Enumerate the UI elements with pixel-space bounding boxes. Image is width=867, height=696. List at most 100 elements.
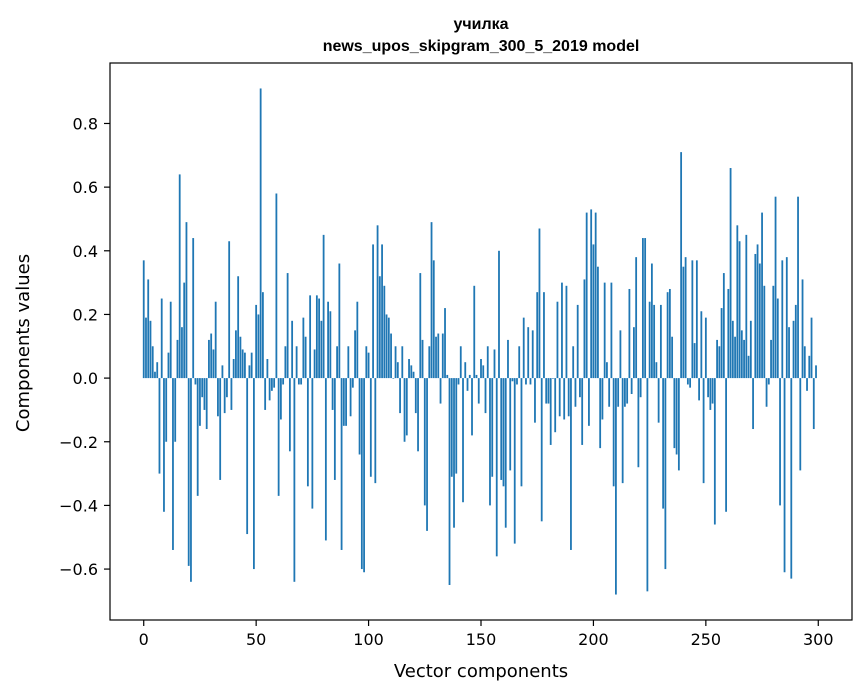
y-tick-label: 0.0: [73, 369, 98, 388]
bar-92: [349, 378, 352, 417]
bar-79: [320, 320, 323, 379]
bar-125: [423, 378, 426, 506]
bar-34: [219, 378, 222, 480]
bar-232: [664, 378, 667, 570]
bar-243: [689, 378, 692, 388]
bar-168: [520, 378, 523, 487]
bar-174: [534, 378, 536, 423]
bar-39: [230, 378, 233, 410]
bar-50: [255, 304, 258, 379]
bar-280: [772, 285, 775, 379]
bar-268: [745, 234, 748, 379]
bar-169: [522, 317, 525, 379]
x-tick-label: 200: [578, 630, 609, 649]
x-axis-label: Vector components: [394, 661, 568, 682]
bar-94: [354, 330, 356, 379]
bar-173: [531, 330, 534, 379]
bar-24: [196, 378, 199, 496]
bar-298: [812, 378, 815, 430]
bar-141: [459, 346, 462, 379]
bar-274: [758, 263, 761, 379]
bar-105: [378, 276, 381, 379]
y-tick-label: 0.6: [73, 178, 98, 197]
bar-119: [410, 365, 413, 379]
bar-259: [725, 378, 727, 512]
bar-2: [147, 279, 150, 379]
bar-85: [333, 378, 336, 480]
bar-240: [682, 266, 685, 379]
bar-269: [747, 355, 750, 379]
bar-275: [761, 212, 763, 379]
bar-292: [799, 378, 802, 471]
bar-159: [500, 378, 503, 480]
bar-180: [547, 378, 550, 404]
bar-114: [399, 378, 401, 414]
bar-162: [507, 339, 509, 379]
bar-161: [504, 378, 507, 528]
bar-272: [754, 253, 757, 379]
bar-193: [576, 304, 579, 379]
bar-81: [324, 378, 327, 541]
bar-138: [453, 378, 455, 528]
bar-16: [178, 174, 181, 379]
bar-6: [156, 362, 159, 379]
bar-67: [293, 378, 296, 582]
bar-181: [549, 378, 552, 445]
bar-108: [385, 314, 388, 379]
bar-241: [684, 257, 687, 379]
bar-229: [657, 378, 660, 423]
bar-30: [210, 333, 213, 379]
bar-117: [405, 378, 408, 436]
bar-288: [790, 378, 793, 579]
bar-196: [583, 279, 586, 379]
bar-253: [711, 378, 714, 404]
bar-7: [158, 378, 161, 474]
bar-266: [740, 330, 743, 379]
bar-86: [336, 346, 338, 379]
bar-99: [365, 346, 368, 379]
bar-143: [464, 362, 467, 379]
bar-238: [677, 378, 680, 471]
bar-73: [306, 378, 309, 487]
bar-123: [419, 273, 422, 379]
bar-264: [736, 225, 739, 379]
bar-122: [417, 378, 419, 452]
bar-265: [738, 241, 741, 379]
bar-165: [513, 378, 516, 544]
bar-215: [626, 378, 629, 404]
bar-70: [300, 378, 303, 385]
bar-96: [358, 378, 361, 455]
bar-291: [797, 196, 799, 379]
bar-52: [259, 88, 262, 379]
x-axis-ticks: 0 50 100 150 200 250 300: [139, 620, 834, 649]
bar-230: [659, 304, 662, 379]
bar-126: [426, 378, 428, 531]
bar-145: [468, 374, 471, 379]
bar-226: [650, 263, 653, 379]
bar-68: [295, 346, 298, 379]
bar-212: [619, 330, 622, 379]
bar-270: [749, 320, 752, 379]
bar-295: [806, 378, 808, 391]
bar-55: [266, 359, 269, 379]
bar-75: [311, 378, 314, 509]
bar-278: [767, 378, 770, 385]
bar-187: [563, 378, 566, 420]
bar-32: [214, 301, 217, 379]
bar-42: [237, 276, 240, 379]
bar-102: [372, 244, 374, 379]
bar-15: [176, 339, 179, 379]
bar-121: [414, 378, 417, 414]
bar-61: [279, 378, 282, 420]
chart-title-line-2: news_upos_skipgram_300_5_2019 model: [323, 38, 640, 55]
y-tick-label: 0.2: [73, 305, 98, 324]
bar-113: [396, 362, 399, 379]
bar-18: [183, 282, 186, 379]
bar-283: [779, 378, 781, 506]
bar-258: [722, 273, 725, 379]
bar-65: [288, 378, 291, 452]
bar-23: [194, 378, 197, 385]
bar-154: [489, 378, 491, 506]
bar-192: [574, 378, 577, 407]
bar-107: [383, 285, 386, 379]
